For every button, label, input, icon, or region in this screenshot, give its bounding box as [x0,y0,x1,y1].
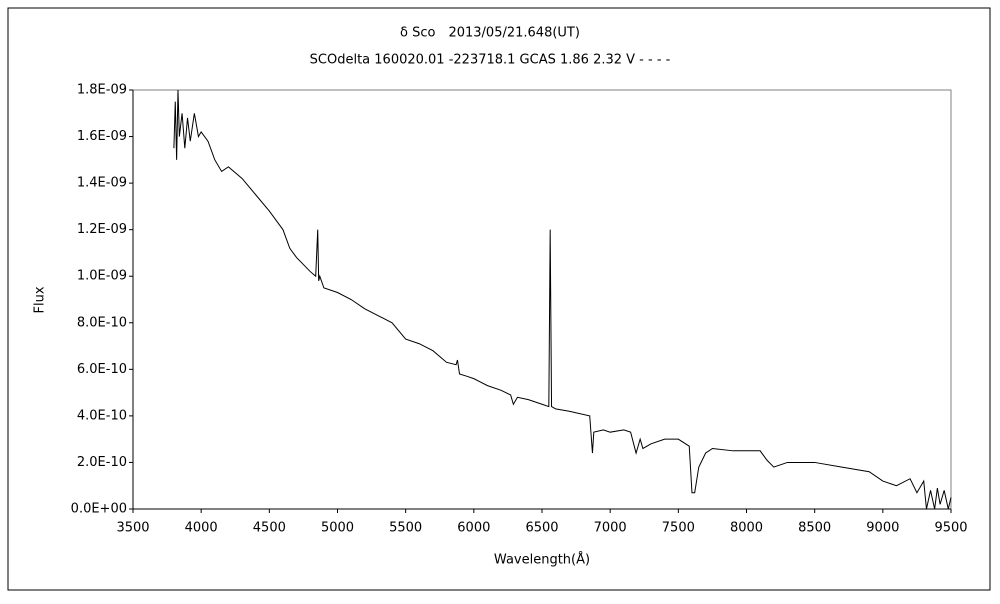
x-tick-label: 5500 [389,521,422,536]
y-tick-label: 6.0E-10 [77,362,127,377]
x-tick-label: 9500 [934,521,967,536]
chart-title: δ Sco 2013/05/21.648(UT) [400,26,580,41]
x-tick-label: 6000 [457,521,490,536]
y-tick-label: 1.8E-09 [77,83,127,98]
chart-frame [7,7,991,591]
y-tick-label: 4.0E-10 [77,408,127,423]
x-tick-label: 4500 [253,521,286,536]
x-tick-label: 8500 [798,521,831,536]
spectrum-line [173,89,952,510]
x-tick-label: 7000 [594,521,627,536]
y-tick-label: 1.2E-09 [77,222,127,237]
x-tick-label: 3500 [116,521,149,536]
x-tick-label: 5000 [321,521,354,536]
y-tick-label: 1.0E-09 [77,269,127,284]
y-tick-label: 8.0E-10 [77,315,127,330]
y-tick-label: 2.0E-10 [77,455,127,470]
x-tick-label: 9000 [866,521,899,536]
x-tick-label: 6500 [525,521,558,536]
y-axis-label: Flux [33,286,48,313]
chart-subtitle: SCOdelta 160020.01 -223718.1 GCAS 1.86 2… [310,53,671,68]
x-tick-label: 7500 [662,521,695,536]
y-tick-label: 0.0E+00 [71,502,127,517]
y-tick-label: 1.4E-09 [77,176,127,191]
x-tick-label: 8000 [730,521,763,536]
x-tick-label: 4000 [185,521,218,536]
x-axis-label: Wavelength(Å) [494,552,590,568]
y-tick-label: 1.6E-09 [77,129,127,144]
